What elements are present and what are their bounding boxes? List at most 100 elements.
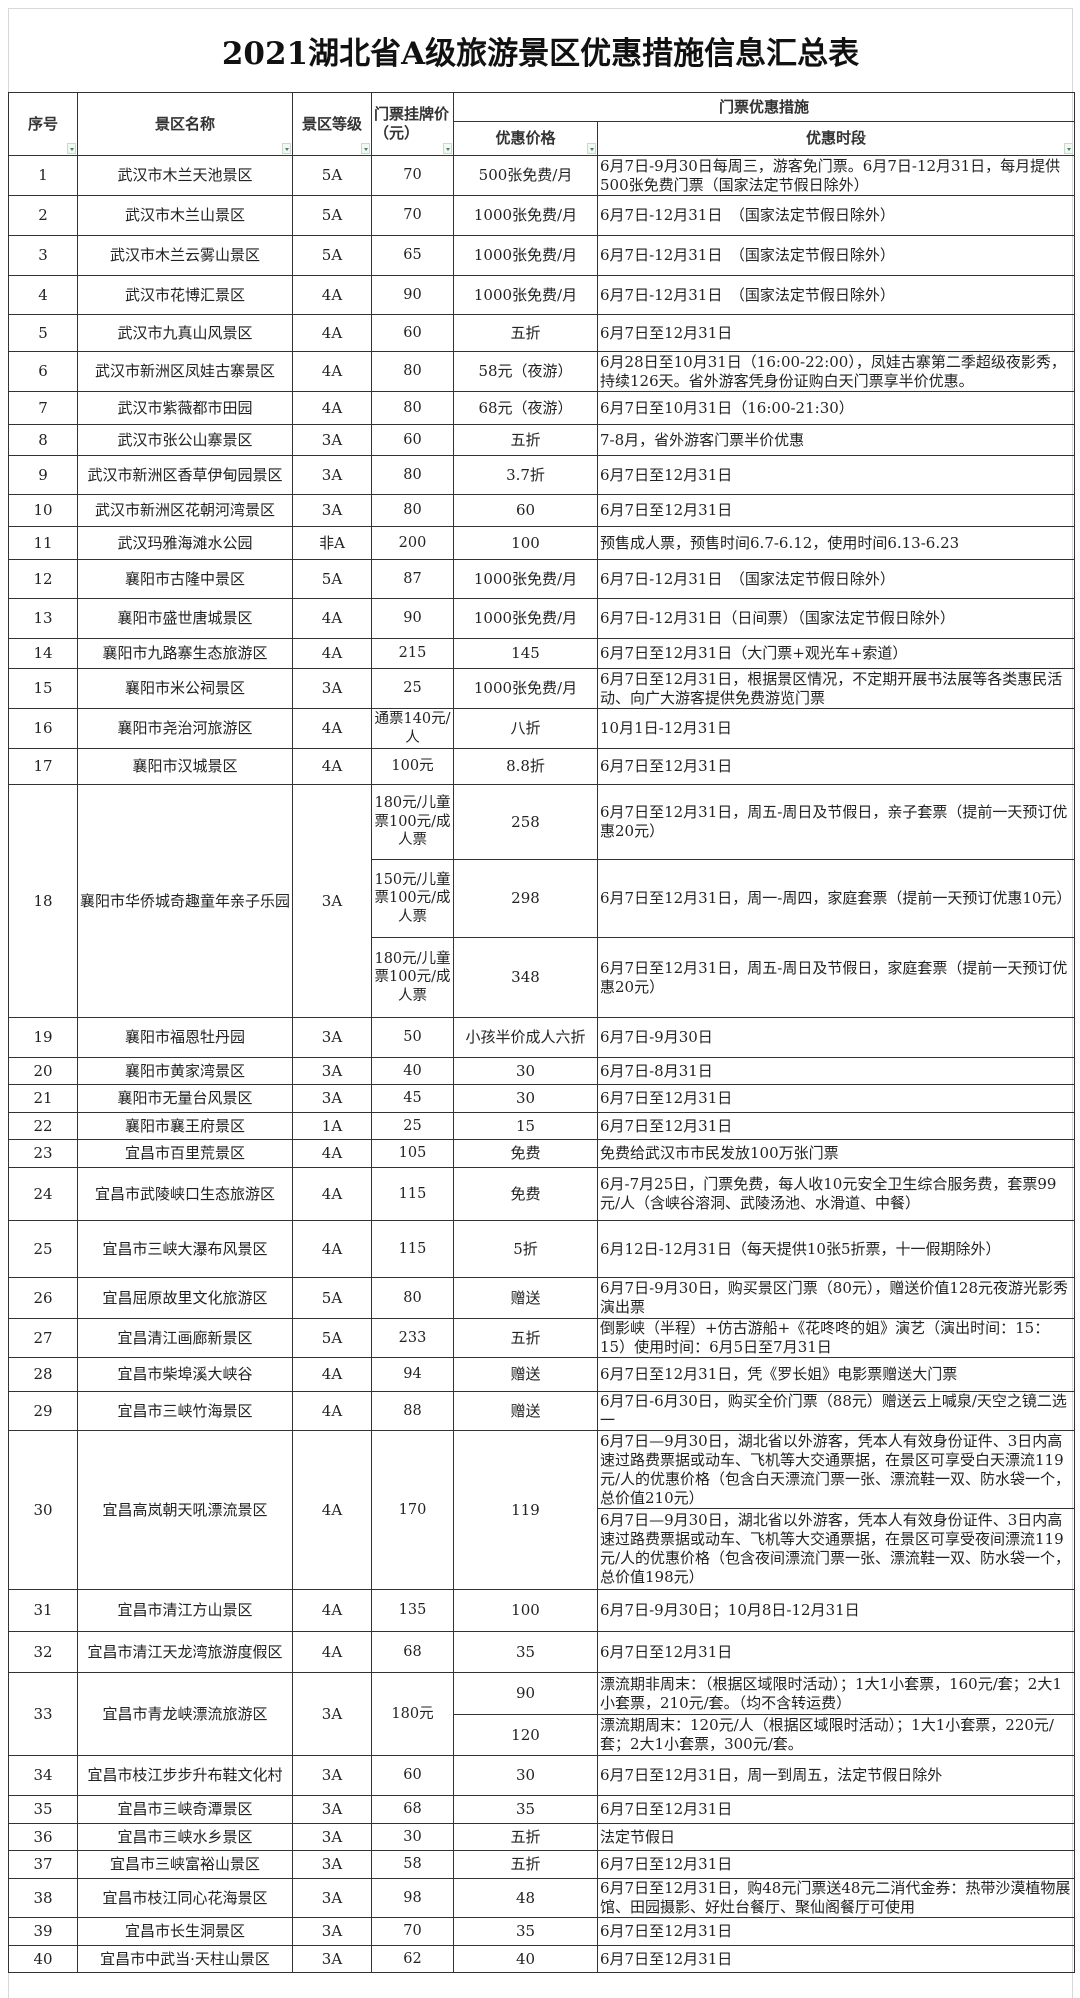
discount-period: 6月7日-8月31日	[596, 1057, 1076, 1085]
discount-period: 6月7日至12月31日	[596, 1917, 1076, 1946]
list-price: 215	[371, 638, 454, 669]
header-label: 优惠价格	[495, 129, 556, 147]
discount-price: 5折	[453, 1220, 598, 1278]
list-price: 50	[371, 1017, 454, 1058]
scenic-area-name: 宜昌市中武当·天柱山景区	[77, 1945, 293, 1973]
table-row: 2 武汉市木兰山景区 5A 70 1000张免费/月 6月7日-12月31日 （国家法定节…	[8, 195, 1076, 236]
scenic-area-level: 3A	[292, 1917, 372, 1946]
list-price: 62	[371, 1945, 454, 1973]
discount-period: 6月7日-12月31日 （国家法定节假日除外）	[596, 235, 1076, 276]
row-number: 17	[8, 748, 78, 785]
dropdown-filter-icon[interactable]	[587, 143, 596, 154]
table-row: 180元/儿童票100元/成人票 348 6月7日至12月31日，周五-周日及节假日…	[9, 937, 1076, 1018]
scenic-area-level: 5A	[292, 559, 372, 599]
table-row: 4 武汉市花博汇景区 4A 90 1000张免费/月 6月7日-12月31日 （国家法定节…	[8, 275, 1076, 315]
table-row: 20 襄阳市黄家湾景区 3A 40 30 6月7日-8月31日	[8, 1057, 1076, 1085]
scenic-area-level: 3A	[292, 1672, 372, 1756]
row-number: 24	[8, 1167, 78, 1221]
discount-period: 漂流期非周末：（根据区域限时活动）；1大1小套票，160元/套；2大1小套票，2…	[596, 1672, 1076, 1715]
scenic-area-level: 4A	[292, 598, 372, 639]
scenic-area-name: 襄阳市九路寨生态旅游区	[77, 638, 293, 669]
list-price: 200	[371, 526, 454, 560]
dropdown-filter-icon[interactable]	[282, 143, 291, 154]
list-price: 80	[371, 1277, 454, 1319]
list-price: 60	[371, 424, 454, 456]
discount-price: 五折	[453, 1850, 598, 1879]
row-number: 12	[8, 559, 78, 599]
discount-period: 倒影峡（半程）+仿古游船+《花咚咚的姐》演艺（演出时间：15：15）使用时间：6…	[596, 1318, 1076, 1358]
table-row: 34 宜昌市枝江步步升布鞋文化村 3A 60 30 6月7日至12月31日，周一到周五，法…	[8, 1755, 1076, 1796]
scenic-area-level: 4A	[292, 1357, 372, 1392]
list-price: 87	[371, 559, 454, 599]
scenic-area-level: 3A	[292, 494, 372, 527]
scenic-area-level: 3A	[292, 1850, 372, 1879]
scenic-area-level: 4A	[292, 1391, 372, 1431]
discount-price: 1000张免费/月	[453, 235, 598, 276]
scenic-area-name: 襄阳市盛世唐城景区	[77, 598, 293, 639]
scenic-area-level: 3A	[292, 668, 372, 709]
discount-period: 6月7日至12月31日，根据景区情况，不定期开展书法展等各类惠民活动、向广大游客…	[596, 668, 1076, 709]
scenic-area-name: 武汉市九真山风景区	[77, 314, 293, 352]
discount-period: 6月7日至12月31日	[596, 494, 1076, 527]
scenic-area-name: 宜昌市长生洞景区	[77, 1917, 293, 1946]
dropdown-filter-icon[interactable]	[67, 143, 76, 154]
discount-period: 6月7日-9月30日；10月8日-12月31日	[596, 1589, 1076, 1632]
scenic-area-name: 襄阳市古隆中景区	[77, 559, 293, 599]
list-price: 170	[371, 1430, 454, 1590]
discount-table: 序号 景区名称 景区等级 门票挂牌价（元） 门票优惠措施 优惠价格 优惠时段 1…	[8, 92, 1076, 1973]
discount-price: 100	[453, 526, 598, 560]
table-row: 16 襄阳市尧治河旅游区 4A 通票140元/人 八折 10月1日-12月31日	[8, 708, 1076, 749]
row-number: 9	[8, 455, 78, 495]
list-price: 94	[371, 1357, 454, 1392]
discount-price: 119	[453, 1430, 598, 1590]
header-label: 序号	[27, 114, 58, 133]
list-price: 40	[371, 1057, 454, 1085]
row-number: 19	[8, 1017, 78, 1058]
discount-price: 348	[453, 937, 598, 1018]
scenic-area-level: 4A	[292, 275, 372, 315]
discount-period: 6月7日至12月31日	[596, 455, 1076, 495]
discount-price: 298	[453, 859, 598, 938]
discount-period: 6月12日-12月31日（每天提供10张5折票，十一假期除外）	[596, 1220, 1076, 1278]
discount-period: 6月7日至12月31日	[596, 1850, 1076, 1879]
discount-period: 6月-7月25日，门票免费，每人收10元安全卫生综合服务费，套票99元/人（含峡…	[596, 1167, 1076, 1221]
discount-period: 6月7日至12月31日	[596, 1945, 1076, 1973]
scenic-area-name: 襄阳市黄家湾景区	[77, 1057, 293, 1085]
table-row: 3 武汉市木兰云雾山景区 5A 65 1000张免费/月 6月7日-12月31日 （国家法…	[8, 235, 1076, 276]
list-price: 115	[371, 1220, 454, 1278]
row-number: 11	[8, 526, 78, 560]
table-row: 30 宜昌高岚朝天吼漂流景区 4A 170 119 6月7日—9月30日，湖北省以外游客，…	[8, 1430, 1076, 1590]
list-price: 80	[371, 351, 454, 392]
discount-period: 6月7日至10月31日（16:00-21:30）	[596, 391, 1076, 425]
scenic-area-name: 武汉市张公山寨景区	[77, 424, 293, 456]
discount-period: 6月7日至12月31日，周五-周日及节假日，家庭套票（提前一天预订优惠20元）	[596, 937, 1076, 1018]
table-row: 35 宜昌市三峡奇潭景区 3A 68 35 6月7日至12月31日	[8, 1795, 1076, 1824]
scenic-area-name: 武汉市新洲区香草伊甸园景区	[77, 455, 293, 495]
dropdown-filter-icon[interactable]	[443, 143, 452, 154]
dropdown-filter-icon[interactable]	[361, 143, 370, 154]
scenic-area-name: 武汉市木兰天池景区	[77, 155, 293, 196]
discount-price: 赠送	[453, 1357, 598, 1392]
scenic-area-level: 4A	[292, 1167, 372, 1221]
list-price: 80	[371, 494, 454, 527]
discount-price: 58元（夜游）	[453, 351, 598, 392]
column-header-discount: 优惠价格	[453, 121, 598, 156]
discount-period: 预售成人票，预售时间6.7-6.12，使用时间6.13-6.23	[596, 526, 1076, 560]
list-price: 88	[371, 1391, 454, 1431]
discount-price: 8.8折	[453, 748, 598, 785]
discount-period: 6月7日至12月31日	[596, 314, 1076, 352]
discount-period: 6月7日-12月31日 （国家法定节假日除外）	[596, 195, 1076, 236]
discount-price: 90	[453, 1672, 598, 1715]
row-number: 37	[8, 1850, 78, 1879]
page-title: 2021湖北省A级旅游景区优惠措施信息汇总表	[221, 35, 860, 72]
column-header-no: 序号	[8, 92, 78, 156]
dropdown-filter-icon[interactable]	[1064, 143, 1074, 154]
row-number: 27	[8, 1318, 78, 1358]
table-row: 9 武汉市新洲区香草伊甸园景区 3A 80 3.7折 6月7日至12月31日	[8, 455, 1076, 495]
discount-period: 6月7日—9月30日，湖北省以外游客，凭本人有效身份证件、3日内高速过路费票据或…	[596, 1508, 1076, 1590]
table-row: 23 宜昌市百里荒景区 4A 105 免费 免费给武汉市市民发放100万张门票	[8, 1139, 1076, 1168]
row-number: 3	[8, 235, 78, 276]
table-row: 37 宜昌市三峡富裕山景区 3A 58 五折 6月7日至12月31日	[8, 1850, 1076, 1879]
row-number: 21	[8, 1084, 78, 1113]
scenic-area-name: 宜昌市枝江同心花海景区	[77, 1878, 293, 1918]
